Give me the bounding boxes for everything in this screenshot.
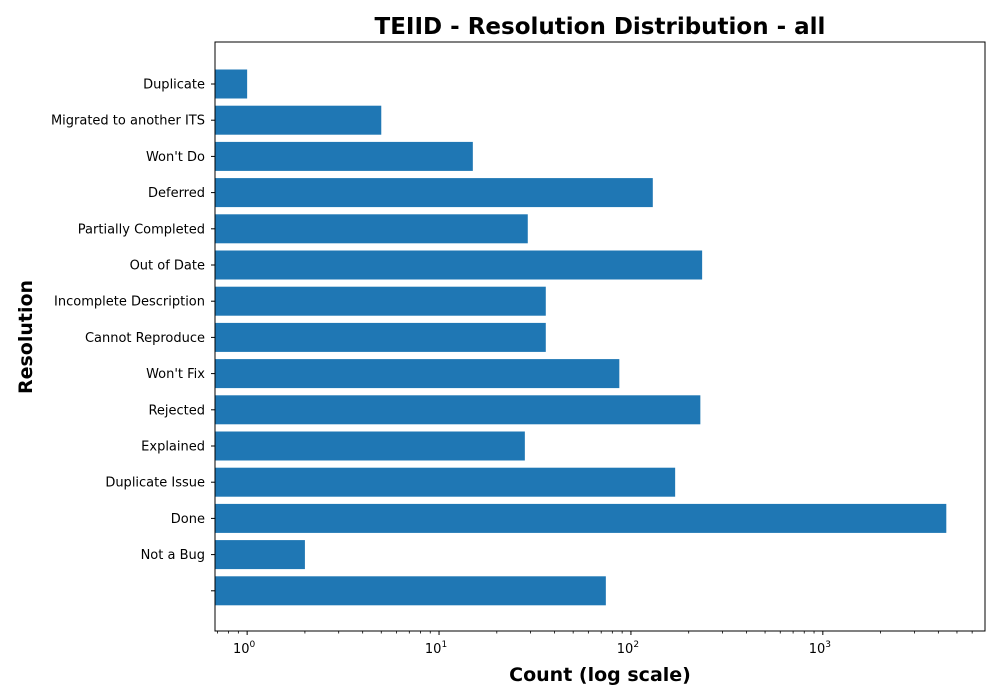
bar [215, 250, 703, 280]
bar [215, 69, 248, 99]
bar-layer [215, 69, 947, 606]
y-tick-label: Won't Do [146, 150, 205, 165]
bar [215, 141, 473, 171]
bar [215, 503, 947, 533]
bar [215, 178, 653, 208]
y-tick-label: Out of Date [130, 259, 205, 274]
x-axis-label: Count (log scale) [509, 664, 691, 686]
y-tick-label: Duplicate [143, 78, 205, 93]
x-tick-label: 100 [233, 640, 256, 657]
bar [215, 576, 606, 606]
y-tick-label: Explained [141, 440, 205, 455]
y-tick-label: Migrated to another ITS [51, 114, 205, 129]
y-tick-label: Deferred [148, 186, 205, 201]
bar [215, 286, 546, 316]
y-tick-label: Cannot Reproduce [85, 331, 205, 346]
y-axis-label: Resolution [15, 280, 37, 394]
x-tick-layer: 100 101 102 103 [217, 631, 973, 657]
y-tick-label: Duplicate Issue [105, 476, 205, 491]
x-tick-label: 103 [809, 640, 831, 657]
bar [215, 214, 528, 244]
plot-frame [214, 41, 986, 632]
bar [215, 105, 382, 135]
x-tick-label: 101 [425, 640, 447, 657]
bar [215, 467, 676, 497]
x-tick-label: 102 [617, 640, 639, 657]
y-tick-label: Rejected [148, 403, 205, 418]
bar [215, 395, 701, 425]
y-tick-label: Done [171, 512, 205, 527]
y-tick-layer: Duplicate Migrated to another ITS Won't Do… [51, 78, 215, 592]
bar [215, 322, 546, 352]
y-tick-label: Not a Bug [141, 548, 205, 563]
bar [215, 359, 620, 389]
chart-title: TEIID - Resolution Distribution - all [375, 14, 826, 40]
bar [215, 431, 525, 461]
y-tick-label: Won't Fix [146, 367, 205, 382]
y-tick-label: Partially Completed [78, 222, 205, 237]
y-tick-label: Incomplete Description [54, 295, 205, 310]
bar [215, 540, 305, 570]
